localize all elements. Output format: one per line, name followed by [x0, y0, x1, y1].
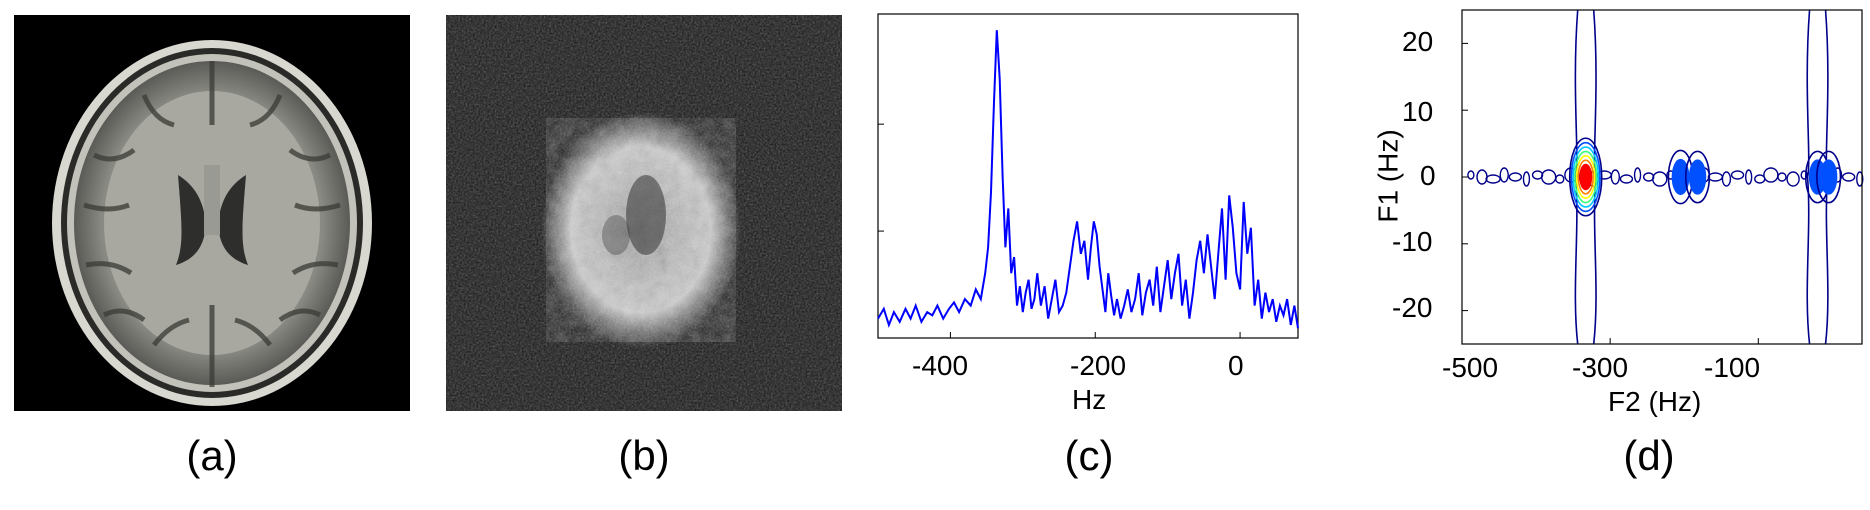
spectrum-plot	[877, 13, 1299, 339]
d-peak-0-level-1	[1570, 141, 1601, 213]
brain-t1-image	[14, 15, 410, 411]
d-band-contour-30	[1800, 170, 1808, 180]
d-ytick-2: 0	[1420, 160, 1436, 191]
caption-c: (c)	[1064, 432, 1114, 479]
d-peak-0-level-3	[1574, 150, 1598, 204]
d-band-contour-2	[1485, 174, 1501, 184]
d-band-contour-34	[1841, 172, 1856, 182]
d-band-contour-26	[1754, 174, 1766, 184]
c-xtick-1: -200	[1070, 350, 1127, 381]
d-ytick-1: 10	[1402, 96, 1434, 127]
panel-c-spectrum-chart: -400 -200 0 Hz	[870, 8, 1310, 418]
metabolite-map-image	[446, 15, 842, 411]
d-ridge-right-0	[1592, 9, 1597, 345]
d-band-contour-29	[1786, 171, 1800, 187]
d-peak-0-level-2	[1572, 146, 1600, 208]
caption-b: (b)	[618, 432, 670, 479]
c-xtick-0: -400	[912, 350, 969, 381]
d-band-contour-22	[1707, 172, 1724, 182]
d-peak-1-level-1	[1671, 158, 1690, 196]
panel-d-contour-chart: -500 -300 -100 F2 (Hz) 20 10 0 -10 -20 F…	[1350, 0, 1870, 430]
c-plot-frame	[877, 13, 1299, 339]
d-band-contour-7	[1540, 169, 1557, 185]
d-band-contour-17	[1652, 171, 1668, 187]
d-xtick-2: -100	[1704, 352, 1761, 383]
d-band-contour-1	[1476, 169, 1488, 185]
d-xtick-0: -500	[1442, 352, 1499, 383]
d-peak-0-level-4	[1575, 155, 1596, 199]
c-xtick-2: 0	[1228, 350, 1244, 381]
c-series-line	[877, 30, 1299, 329]
caption-d: (d)	[1623, 432, 1675, 479]
d-peak-2-level-0	[1684, 150, 1711, 204]
d-ylabel: F1 (Hz)	[1372, 129, 1404, 223]
d-xtick-1: -300	[1572, 352, 1629, 383]
d-ytick-3: -10	[1392, 226, 1433, 257]
d-band-contour-25	[1744, 169, 1753, 185]
d-band-contour-28	[1777, 172, 1787, 182]
d-peak-0-level-5	[1577, 159, 1594, 195]
d-band-contour-13	[1610, 169, 1621, 185]
d-ytick-0: 20	[1402, 26, 1434, 57]
d-band-contour-35	[1856, 171, 1864, 187]
d-band-contour-27	[1763, 167, 1779, 183]
d-band-contour-14	[1619, 174, 1634, 184]
d-ridge-left-0	[1574, 9, 1579, 345]
d-peak-0-level-6	[1579, 163, 1593, 191]
d-xlabel: F2 (Hz)	[1608, 386, 1702, 417]
d-band-contour-8	[1555, 174, 1565, 184]
d-band-contour-23	[1721, 171, 1732, 187]
d-ytick-4: -20	[1392, 292, 1433, 323]
d-peak-4-level-0	[1816, 150, 1842, 204]
d-band-contour-4	[1508, 172, 1523, 182]
d-band-contour-3	[1499, 167, 1509, 183]
d-band-contour-15	[1633, 167, 1642, 183]
c-xlabel: Hz	[1072, 384, 1107, 415]
d-band-contour-5	[1522, 171, 1531, 187]
d-peak-2-level-1	[1688, 159, 1707, 195]
caption-a: (a)	[186, 432, 238, 479]
d-band-contour-24	[1730, 170, 1745, 180]
panel-a-mri-image	[14, 15, 410, 411]
d-peak-4-level-1	[1819, 159, 1838, 195]
contour-plot	[1461, 9, 1864, 345]
panel-b-noisy-image	[446, 15, 842, 411]
d-band-contour-0	[1467, 170, 1475, 180]
d-peak-0-level-0	[1568, 137, 1603, 217]
